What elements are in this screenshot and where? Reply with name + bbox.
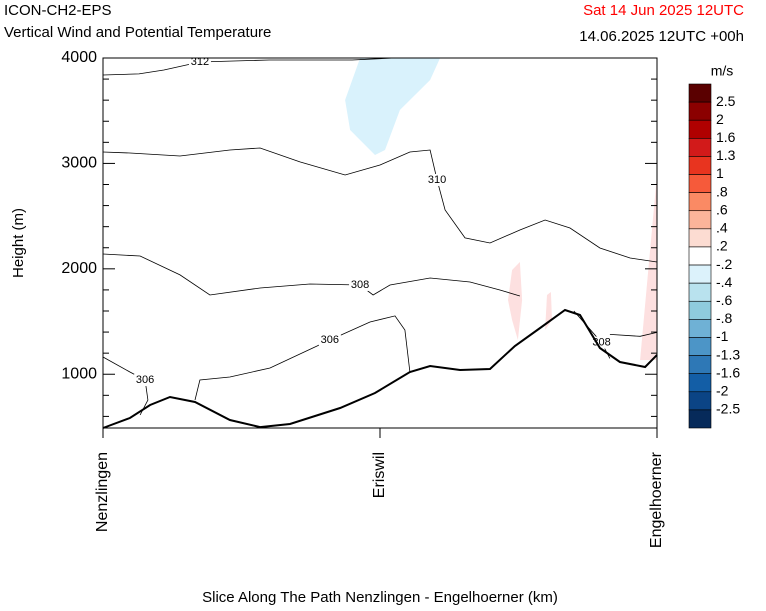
wind-shading: [345, 58, 441, 155]
colorbar-box: [688, 337, 712, 356]
colorbar-label: -1: [716, 328, 729, 344]
colorbar-box: [688, 264, 712, 284]
colorbar-label: .2: [716, 238, 728, 254]
x-tick-label: Nenzlingen: [94, 452, 111, 532]
colorbar-unit: m/s: [711, 63, 734, 79]
y-tick-label: 4000: [61, 49, 97, 66]
colorbar-label: -.4: [716, 274, 733, 290]
contour-label-bg: [318, 333, 341, 346]
isentrope: [194, 315, 411, 401]
colorbar-box: [688, 192, 712, 212]
colorbar-box: [688, 119, 712, 139]
isentrope: [102, 147, 658, 263]
run-date: Sat 14 Jun 2025 12UTC: [583, 2, 744, 19]
chart-title: ICON-CH2-EPS: [4, 2, 112, 19]
valid-time: 14.06.2025 12UTC +00h: [579, 28, 744, 45]
wind-shading: [640, 175, 657, 360]
colorbar-label: .6: [716, 201, 728, 217]
colorbar-box: [688, 210, 712, 230]
colorbar-label: -2.5: [716, 401, 740, 417]
colorbar-label: 1.6: [716, 129, 736, 145]
colorbar-label: -2: [716, 382, 729, 398]
colorbar-box: [688, 282, 712, 302]
colorbar-box: [688, 355, 712, 374]
colorbar-label: -.6: [716, 292, 733, 308]
contour-label: 310: [428, 174, 446, 186]
colorbar-label: -.2: [716, 256, 733, 272]
colorbar-box: [688, 156, 712, 175]
colorbar-box: [688, 391, 712, 411]
colorbar-label: .4: [716, 220, 728, 236]
colorbar-box: [688, 373, 712, 393]
colorbar-box: [688, 409, 712, 429]
colorbar-box: [688, 174, 712, 193]
colorbar-label: 2: [716, 111, 724, 127]
contour-label-bg: [188, 56, 211, 69]
colorbar-label: 1.3: [716, 147, 736, 163]
isentrope: [609, 332, 658, 337]
contour-label: 312: [191, 56, 209, 68]
isentrope: [102, 253, 521, 297]
colorbar-box: [688, 319, 712, 338]
colorbar-label: -1.3: [716, 346, 740, 362]
colorbar-label: 1: [716, 165, 724, 181]
y-tick-label: 2000: [61, 260, 97, 277]
x-tick-label: Eriswil: [371, 452, 388, 498]
x-axis-label: Slice Along The Path Nenzlingen - Engelh…: [202, 589, 558, 606]
contour-label-bg: [349, 278, 372, 291]
x-tick-label: Engelhoerner: [648, 451, 665, 548]
colorbar-label: .8: [716, 183, 728, 199]
colorbar-box: [688, 300, 712, 320]
wind-shading: [508, 262, 523, 340]
colorbar-box: [688, 228, 712, 248]
contour-label-bg: [590, 336, 613, 349]
y-tick-label: 1000: [61, 365, 97, 382]
isentrope: [102, 57, 394, 76]
contour-label: 306: [321, 334, 339, 346]
colorbar-box: [688, 83, 712, 103]
contour-label: 306: [136, 374, 154, 386]
colorbar-label: 2.5: [716, 93, 736, 109]
isentrope: [573, 310, 611, 359]
colorbar-box: [688, 246, 712, 266]
contour-label-bg: [134, 374, 157, 387]
colorbar-label: -.8: [716, 310, 733, 326]
y-axis-label: Height (m): [10, 208, 27, 278]
contour-label-bg: [426, 173, 449, 186]
terrain: [102, 308, 658, 429]
contour-label: 308: [592, 337, 610, 349]
contour-label: 308: [351, 279, 369, 291]
colorbar-box: [688, 101, 712, 121]
colorbar-box: [688, 138, 712, 157]
colorbar-label: -1.6: [716, 364, 740, 380]
chart-subtitle: Vertical Wind and Potential Temperature: [4, 24, 271, 41]
y-tick-label: 3000: [61, 155, 97, 172]
